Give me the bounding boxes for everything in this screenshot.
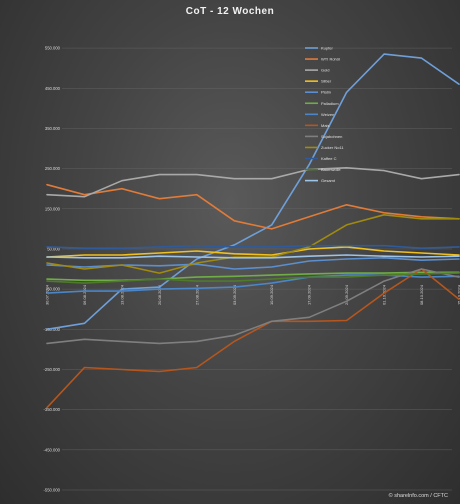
series-line-mais xyxy=(46,268,460,409)
legend-label: Sojabohnen xyxy=(321,134,342,139)
legend-label: Zucker No11 xyxy=(321,145,344,150)
series-line-baumwolle xyxy=(46,272,460,284)
x-tick-label: 15.10.2024 xyxy=(457,284,460,305)
x-tick-label: 10.09.2024 xyxy=(269,284,274,305)
x-axis-ticks: 30.07.2024 06.08.2024 13.08.2024 20.08.2024… xyxy=(45,284,460,305)
series-line-silber xyxy=(46,246,460,258)
series-line-kupfer xyxy=(46,53,460,331)
y-tick-label: -450.000 xyxy=(43,447,60,452)
x-tick-label: 20.08.2024 xyxy=(157,284,162,305)
series-line-kaffee-c xyxy=(46,244,460,249)
legend-label: Kupfer xyxy=(321,46,333,51)
y-tick-label: -150.000 xyxy=(43,327,60,332)
x-tick-label: 06.08.2024 xyxy=(82,284,87,305)
series-line-platin xyxy=(46,256,460,270)
legend-label: Weizen xyxy=(321,112,334,117)
series-line-wti-roh-l xyxy=(46,183,460,230)
legend-label: WTI Rohöl xyxy=(321,57,340,62)
series-line-zucker-no11 xyxy=(46,214,460,274)
y-tick-label: 50.000 xyxy=(47,246,60,251)
x-tick-label: 30.07.2024 xyxy=(45,284,50,305)
legend-label: Palladium xyxy=(321,101,339,106)
legend-label: Gold xyxy=(321,68,329,73)
x-tick-label: 08.10.2024 xyxy=(419,284,424,305)
y-tick-label: -550.000 xyxy=(43,488,60,493)
legend-label: Mais xyxy=(321,123,329,128)
series-line-gold xyxy=(46,167,460,198)
x-tick-label: 03.09.2024 xyxy=(232,284,237,305)
series-lines xyxy=(46,53,460,409)
chart-title: CoT - 12 Wochen xyxy=(186,6,274,17)
series-line-sojabohnen xyxy=(46,268,460,345)
x-tick-label: 17.09.2024 xyxy=(307,284,312,305)
y-tick-label: -50.000 xyxy=(46,287,61,292)
legend-label: Gesamt xyxy=(321,178,336,183)
y-tick-label: 450.000 xyxy=(45,86,61,91)
x-tick-label: 24.09.2024 xyxy=(344,284,349,305)
chart-credit: © sharelnfo.com / CFTC xyxy=(389,492,448,499)
series-line-gesamt xyxy=(46,254,460,259)
x-tick-label: 01.10.2024 xyxy=(382,284,387,305)
y-tick-label: -250.000 xyxy=(43,367,60,372)
y-tick-label: 150.000 xyxy=(45,206,61,211)
x-tick-label: 13.08.2024 xyxy=(119,284,124,305)
legend-label: Silber xyxy=(321,79,332,84)
y-tick-label: -350.000 xyxy=(43,407,60,412)
gridlines xyxy=(62,47,452,491)
legend-label: Kaffee C xyxy=(321,156,337,161)
legend-label: Platin xyxy=(321,90,331,95)
x-tick-label: 27.08.2024 xyxy=(194,284,199,305)
legend-label: Baumwolle xyxy=(321,167,341,172)
y-tick-label: 550.000 xyxy=(45,46,61,51)
series-line-palladium xyxy=(46,271,460,282)
y-tick-label: 350.000 xyxy=(45,126,61,131)
y-tick-label: 250.000 xyxy=(45,166,61,171)
legend: Kupfer WTI Rohöl Gold Silber Platin Palladium… xyxy=(305,46,344,183)
y-axis-ticks: 550.000 450.000 350.000 250.000 150.000 50.00… xyxy=(43,46,60,493)
